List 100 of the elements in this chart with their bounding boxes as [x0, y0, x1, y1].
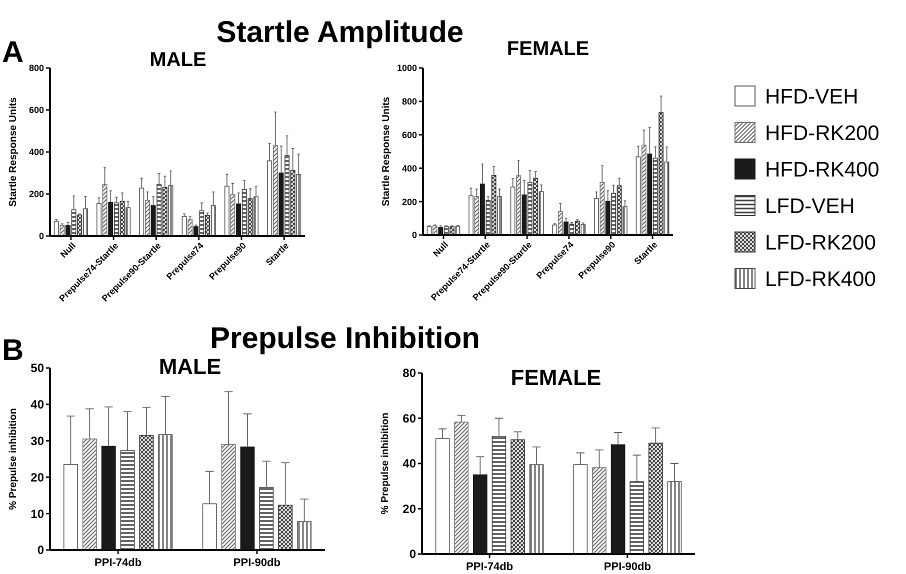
- legend-label: HFD-RK400: [765, 158, 880, 182]
- bar: [552, 224, 558, 236]
- bar: [205, 215, 210, 236]
- bar: [497, 196, 502, 236]
- bar: [611, 192, 616, 236]
- bar: [82, 438, 97, 550]
- text: A: [2, 36, 24, 69]
- x-tick-label: PPI-74db: [94, 557, 142, 569]
- y-tick-label: 600: [402, 130, 417, 140]
- legend-label: LFD-RK200: [765, 232, 876, 255]
- bar: [139, 188, 144, 236]
- bar: [259, 486, 274, 550]
- bar: [664, 162, 670, 236]
- bar: [120, 200, 125, 236]
- bar: [296, 174, 302, 236]
- chart-title: FEMALE: [510, 365, 602, 390]
- y-tick-label: 60: [402, 411, 416, 426]
- bar: [254, 196, 258, 236]
- bar: [297, 521, 312, 550]
- bar: [622, 206, 628, 236]
- x-tick-label: PPI-90db: [233, 557, 281, 569]
- bar: [102, 184, 108, 236]
- bar: [144, 200, 150, 236]
- bar: [156, 184, 162, 236]
- bar: [158, 434, 173, 550]
- x-tick-label: PPI-90db: [604, 561, 652, 573]
- bar: [642, 144, 646, 236]
- y-tick-label: 800: [28, 63, 44, 74]
- bar: [558, 211, 563, 236]
- bar: [667, 481, 682, 554]
- legend-label: LFD-VEH: [765, 195, 855, 218]
- y-tick-label: 40: [402, 456, 416, 471]
- bar: [630, 481, 644, 554]
- y-tick-label: 0: [412, 230, 417, 240]
- bar: [77, 214, 82, 236]
- bar: [636, 156, 641, 236]
- bar: [510, 439, 525, 554]
- bar: [114, 202, 119, 236]
- y-tick-label: 0: [409, 547, 416, 562]
- bar: [652, 158, 658, 236]
- y-axis-title: % Prepulse inhibition: [380, 412, 391, 514]
- text: Startle Amplitude: [216, 16, 464, 49]
- bar: [491, 174, 496, 236]
- bar: [199, 210, 204, 236]
- bar: [267, 160, 272, 236]
- legend-label: LFD-RK400: [765, 268, 876, 292]
- bar: [468, 195, 474, 236]
- y-axis-title: Startle Response Units: [381, 96, 392, 206]
- bar: [435, 438, 450, 554]
- y-tick-label: 0: [37, 543, 44, 558]
- bar: [182, 216, 187, 236]
- bar: [600, 182, 605, 236]
- bar: [592, 467, 606, 554]
- bar: [594, 198, 599, 236]
- bar: [224, 186, 230, 236]
- bar: [139, 434, 154, 550]
- text: B: [2, 334, 24, 367]
- bar: [210, 205, 216, 236]
- y-axis-title: Startle Response Units: [8, 96, 19, 207]
- bar: [284, 155, 290, 236]
- bar: [248, 198, 253, 236]
- bar: [575, 220, 580, 236]
- bar: [454, 422, 469, 554]
- bar: [486, 200, 491, 236]
- bar: [230, 194, 236, 236]
- bar: [533, 178, 538, 236]
- y-tick-label: 1000: [396, 63, 417, 74]
- bar: [648, 442, 663, 554]
- bar: [580, 224, 586, 236]
- bar: [529, 464, 544, 554]
- bar: [573, 464, 588, 554]
- bar: [168, 185, 174, 236]
- y-tick-label: 20: [30, 470, 44, 484]
- bar: [510, 186, 516, 236]
- bar: [120, 450, 135, 550]
- y-tick-label: 800: [402, 96, 417, 107]
- y-tick-label: 200: [402, 196, 417, 207]
- y-tick-label: 50: [30, 361, 44, 376]
- bar: [242, 188, 247, 236]
- chart-title: MALE: [150, 49, 206, 71]
- text: Prepulse Inhibition: [210, 322, 480, 355]
- bar: [538, 191, 544, 236]
- chart-title: MALE: [158, 354, 222, 379]
- legend-label: HFD-VEH: [765, 86, 858, 109]
- y-tick-label: 10: [30, 506, 44, 521]
- y-axis-title: % Prepulse inhibition: [8, 408, 19, 510]
- bar: [492, 436, 506, 554]
- y-tick-label: 80: [402, 366, 416, 380]
- y-tick-label: 30: [30, 434, 44, 448]
- bar: [272, 144, 278, 236]
- x-tick-label: PPI-74db: [466, 561, 514, 573]
- bar: [658, 112, 664, 236]
- bar: [82, 208, 88, 236]
- bar: [96, 203, 102, 236]
- legend-label: HFD-RK200: [765, 122, 880, 146]
- bar: [54, 220, 59, 236]
- bar: [527, 182, 532, 236]
- y-tick-label: 20: [402, 502, 416, 516]
- y-tick-label: 40: [30, 398, 44, 412]
- y-tick-label: 200: [28, 189, 44, 200]
